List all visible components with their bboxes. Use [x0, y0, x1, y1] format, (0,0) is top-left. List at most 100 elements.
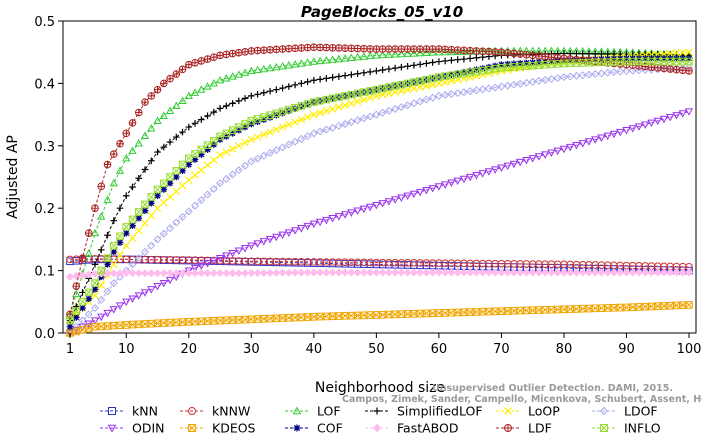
- data-point-fastabod: [603, 268, 612, 277]
- series-line-lof: [69, 50, 690, 315]
- data-point-odin: [528, 155, 537, 163]
- data-point-odin: [315, 218, 325, 227]
- data-point-fastabod: [303, 268, 312, 277]
- data-point-ldof: [416, 97, 425, 106]
- data-point-odin: [290, 227, 300, 235]
- legend: kNN kNNW LOF SimplifiedLOF LoOP LDOF ODIN KDEOS…: [100, 404, 661, 434]
- data-point-lof: [334, 54, 344, 63]
- legend-label: LoOP: [528, 404, 560, 419]
- data-point-odin: [541, 151, 550, 159]
- data-point-fastabod: [297, 268, 306, 277]
- data-point-simplifiedlof: [204, 112, 211, 120]
- data-point-ldf: [478, 47, 487, 55]
- data-point-odin: [159, 279, 168, 288]
- data-point-fastabod: [672, 268, 681, 277]
- data-point-ldf: [428, 45, 437, 53]
- data-point-kdeos: [122, 321, 131, 329]
- data-point-loop: [422, 82, 431, 90]
- data-point-odin: [84, 320, 93, 328]
- data-point-loop: [291, 118, 299, 126]
- series-fastabod: [65, 268, 694, 281]
- data-point-simplifiedlof: [366, 68, 374, 76]
- data-point-simplifiedlof: [216, 105, 224, 112]
- data-point-ldf: [97, 182, 106, 191]
- data-point-simplifiedlof: [248, 92, 255, 100]
- data-point-odin: [403, 192, 412, 201]
- data-point-inflo: [410, 78, 418, 86]
- data-point-odin: [509, 160, 519, 169]
- data-point-odin: [609, 130, 619, 139]
- data-point-odin: [534, 153, 544, 161]
- data-point-fastabod: [178, 269, 187, 278]
- data-point-simplifiedlof: [198, 116, 205, 123]
- data-point-kdeos: [266, 314, 274, 323]
- data-point-inflo: [91, 279, 99, 287]
- data-point-inflo: [347, 90, 356, 99]
- data-point-ldof: [472, 86, 481, 95]
- data-point-ldf: [235, 48, 243, 57]
- data-point-loop: [147, 211, 156, 220]
- data-point-ldof: [491, 83, 500, 92]
- data-point-ldf: [322, 43, 331, 52]
- data-point-ldf: [335, 44, 343, 52]
- data-point-ldof: [597, 69, 606, 78]
- legend-item-ldof: LDOF: [592, 404, 658, 419]
- data-point-odin: [434, 183, 444, 191]
- data-point-fastabod: [172, 269, 181, 278]
- data-point-odin: [122, 298, 131, 307]
- data-point-loop: [366, 94, 374, 102]
- data-point-fastabod: [541, 268, 550, 277]
- data-point-lof: [309, 57, 318, 65]
- data-point-lof: [297, 59, 306, 67]
- data-point-odin: [397, 194, 406, 202]
- data-point-odin: [597, 134, 606, 143]
- data-point-loop: [141, 219, 149, 227]
- data-point-inflo: [141, 200, 149, 209]
- data-point-ldof: [353, 116, 362, 125]
- data-point-odin: [222, 252, 231, 260]
- data-point-ldf: [203, 55, 212, 63]
- data-point-cof: [110, 248, 118, 256]
- data-point-inflo: [453, 70, 462, 79]
- data-point-kdeos: [416, 309, 424, 318]
- data-point-ldof: [109, 279, 118, 288]
- data-point-ldof: [434, 91, 443, 100]
- data-point-simplifiedlof: [585, 50, 593, 57]
- data-point-ldf: [497, 48, 506, 56]
- legend-marker-simplifiedlof: [373, 407, 381, 415]
- data-point-ldof: [222, 174, 231, 183]
- data-point-simplifiedlof: [79, 289, 86, 296]
- data-point-odin: [103, 309, 112, 318]
- data-point-odin: [666, 113, 675, 122]
- data-point-fastabod: [222, 269, 231, 278]
- data-point-ldf: [360, 44, 368, 53]
- data-point-ldof: [91, 304, 100, 313]
- data-point-inflo: [403, 79, 412, 88]
- data-point-inflo: [435, 73, 443, 81]
- data-point-simplifiedlof: [260, 89, 268, 97]
- data-point-odin: [322, 216, 331, 225]
- data-point-loop: [203, 161, 212, 169]
- data-point-simplifiedlof: [191, 120, 199, 127]
- y-axis: 0.0 0.1 0.2 0.3 0.4 0.5: [34, 15, 63, 342]
- data-point-odin: [284, 229, 293, 237]
- data-point-inflo: [235, 123, 243, 131]
- data-point-lof: [328, 55, 337, 63]
- data-point-inflo: [216, 132, 224, 141]
- data-point-odin: [553, 147, 562, 156]
- data-point-ldf: [197, 57, 206, 65]
- data-point-ldof: [247, 157, 256, 166]
- data-point-fastabod: [322, 268, 331, 277]
- data-point-inflo: [303, 100, 312, 108]
- data-point-odin: [634, 123, 644, 131]
- data-point-ldf: [84, 229, 93, 237]
- data-point-fastabod: [191, 269, 200, 278]
- data-point-cof: [79, 304, 86, 312]
- data-point-simplifiedlof: [373, 67, 380, 75]
- data-point-ldof: [403, 101, 412, 110]
- data-point-fastabod: [384, 268, 393, 277]
- data-point-lof: [409, 49, 419, 57]
- data-point-fastabod: [159, 269, 168, 278]
- data-point-odin: [566, 143, 575, 152]
- data-point-ldof: [291, 137, 300, 146]
